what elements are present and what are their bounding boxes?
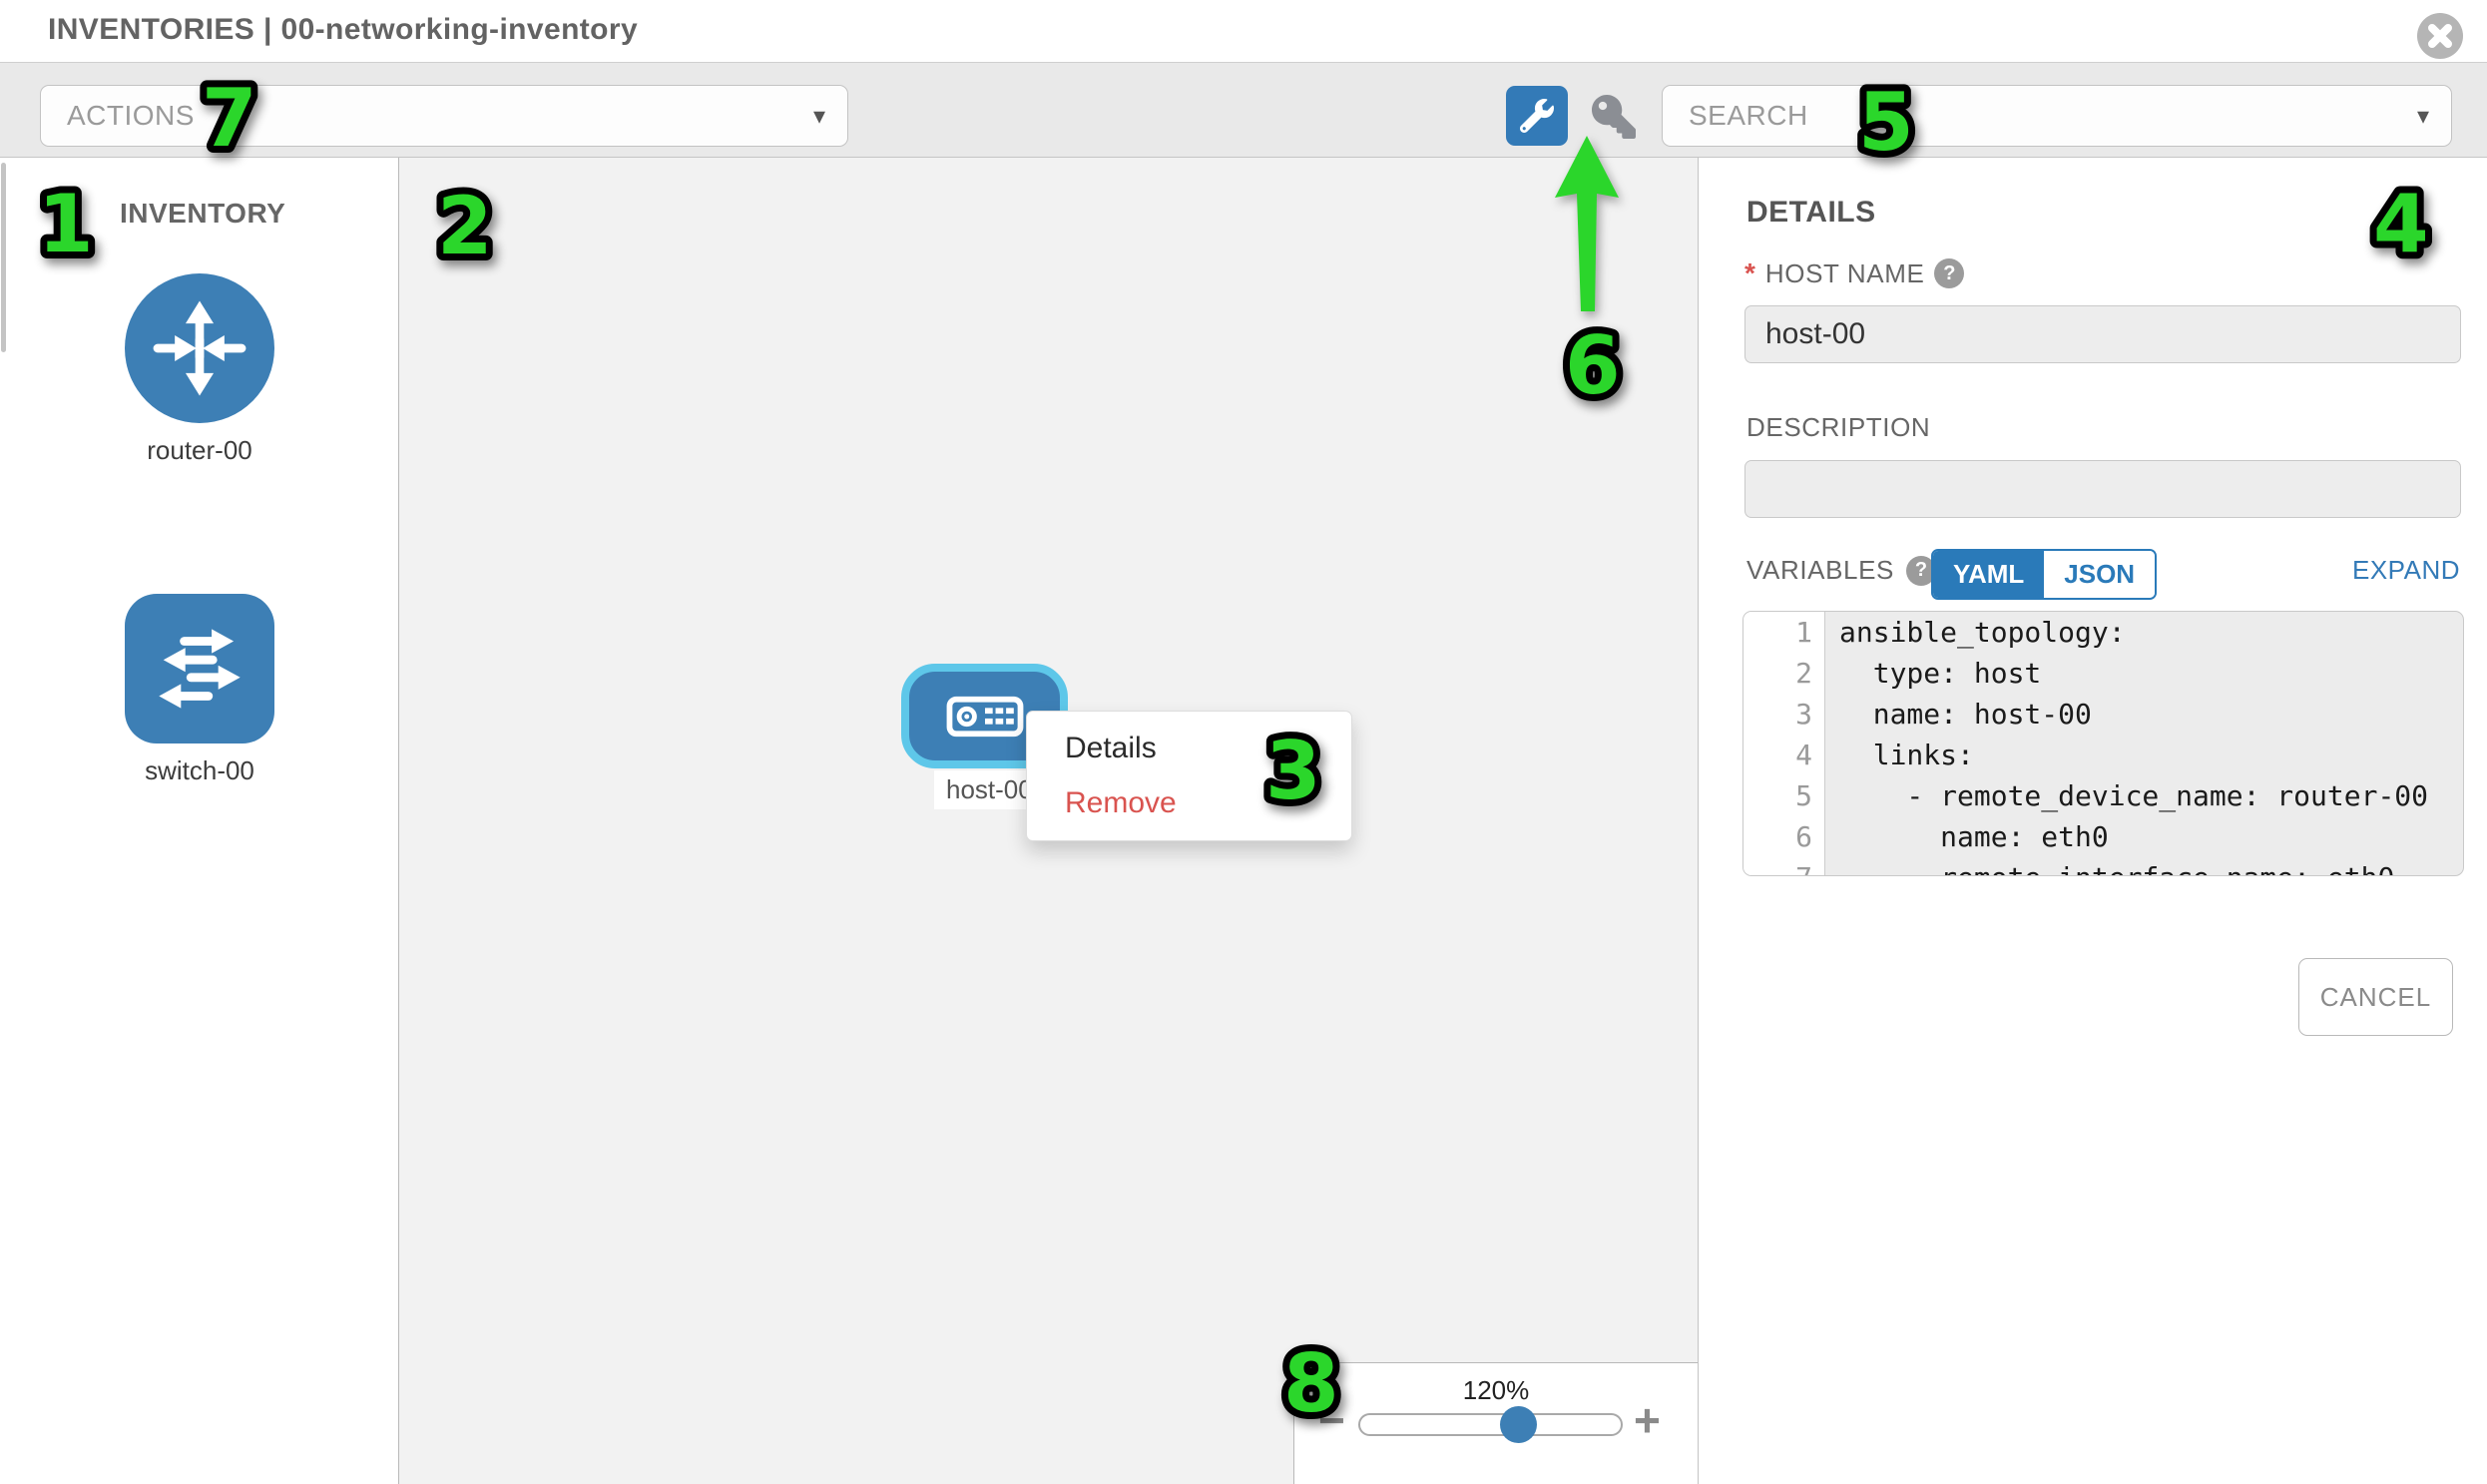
page-title: INVENTORIES | 00-networking-inventory bbox=[48, 13, 639, 46]
description-label-row: DESCRIPTION bbox=[1746, 412, 1930, 443]
chevron-down-icon: ▾ bbox=[812, 102, 825, 130]
actions-dropdown-label: ACTIONS bbox=[67, 100, 195, 131]
expand-link[interactable]: EXPAND bbox=[2352, 555, 2460, 585]
help-icon[interactable]: ? bbox=[1934, 258, 1965, 288]
editor-line: 3 name: host-00 bbox=[1743, 694, 2463, 735]
search-dropdown[interactable]: SEARCH ▾ bbox=[1662, 85, 2452, 147]
palette-item-label: switch-00 bbox=[145, 755, 254, 785]
description-label: DESCRIPTION bbox=[1746, 412, 1931, 442]
key-toggle-button[interactable] bbox=[1589, 92, 1639, 142]
topology-canvas[interactable]: host-00 Details Remove 120% − + bbox=[399, 158, 1698, 1484]
line-code: ansible_topology: bbox=[1839, 616, 2126, 649]
switch-arrows-icon bbox=[159, 629, 241, 709]
close-x-glyph bbox=[2428, 24, 2452, 48]
host-name-label-row: * HOST NAME ? bbox=[1744, 257, 1965, 289]
router-arrows-icon bbox=[153, 300, 247, 396]
required-asterisk: * bbox=[1744, 257, 1755, 288]
editor-line: 2 type: host bbox=[1743, 653, 2463, 694]
variables-label-row: VARIABLES ? bbox=[1746, 555, 1936, 586]
line-code: links: bbox=[1839, 739, 1974, 771]
actions-dropdown[interactable]: ACTIONS ▾ bbox=[40, 85, 848, 147]
zoom-slider-track[interactable] bbox=[1358, 1413, 1623, 1436]
help-icon[interactable]: ? bbox=[1905, 555, 1936, 586]
host-name-input[interactable] bbox=[1744, 305, 2461, 363]
zoom-slider-thumb[interactable] bbox=[1500, 1406, 1537, 1443]
palette-item-switch[interactable]: switch-00 bbox=[125, 594, 274, 786]
header: INVENTORIES | 00-networking-inventory bbox=[0, 0, 2487, 62]
context-menu-details[interactable]: Details bbox=[1065, 732, 1157, 765]
details-panel: DETAILS * HOST NAME ? DESCRIPTION VARIAB… bbox=[1698, 158, 2487, 1484]
close-icon[interactable] bbox=[2417, 13, 2463, 59]
line-number: 1 bbox=[1743, 612, 1825, 653]
zoom-control-panel: 120% − + bbox=[1293, 1362, 1698, 1484]
toolbar: ACTIONS ▾ SEARCH ▾ bbox=[0, 62, 2487, 158]
router-icon bbox=[125, 273, 274, 423]
key-icon bbox=[1592, 95, 1636, 139]
host-server-icon bbox=[946, 696, 1023, 737]
context-menu-remove[interactable]: Remove bbox=[1065, 785, 1177, 819]
palette-item-label: router-00 bbox=[147, 435, 252, 465]
zoom-out-button[interactable]: − bbox=[1318, 1394, 1345, 1446]
editor-line: 7 remote_interface_name: eth0 bbox=[1743, 857, 2463, 875]
editor-line: 6 name: eth0 bbox=[1743, 816, 2463, 857]
variables-editor[interactable]: 1 ansible_topology: 2 type: host 3 name:… bbox=[1742, 611, 2464, 876]
zoom-level-value: 120% bbox=[1462, 1375, 1530, 1405]
variables-label: VARIABLES bbox=[1746, 555, 1894, 585]
line-number: 6 bbox=[1743, 816, 1825, 857]
editor-line: 4 links: bbox=[1743, 735, 2463, 775]
wrench-icon bbox=[1520, 99, 1554, 133]
inventory-sidebar: INVENTORY router-00 bbox=[0, 158, 399, 1484]
line-code: name: eth0 bbox=[1839, 820, 2109, 853]
yaml-toggle-button[interactable]: YAML bbox=[1933, 551, 2045, 598]
editor-line: 1 ansible_topology: bbox=[1743, 612, 2463, 653]
inventory-heading: INVENTORY bbox=[120, 198, 286, 229]
description-input[interactable] bbox=[1744, 460, 2461, 518]
details-heading: DETAILS bbox=[1746, 196, 1876, 229]
line-number: 7 bbox=[1743, 857, 1825, 875]
host-name-label: HOST NAME bbox=[1764, 257, 1925, 288]
line-code: name: host-00 bbox=[1839, 698, 2092, 731]
line-number: 4 bbox=[1743, 735, 1825, 775]
cancel-button[interactable]: CANCEL bbox=[2298, 958, 2453, 1036]
line-number: 5 bbox=[1743, 775, 1825, 816]
line-number: 2 bbox=[1743, 653, 1825, 694]
switch-icon bbox=[125, 594, 274, 743]
sidebar-scrollbar[interactable] bbox=[1, 163, 6, 352]
chevron-down-icon: ▾ bbox=[2416, 102, 2429, 130]
search-dropdown-label: SEARCH bbox=[1689, 100, 1808, 131]
editor-line: 5 - remote_device_name: router-00 bbox=[1743, 775, 2463, 816]
palette-item-router[interactable]: router-00 bbox=[125, 273, 274, 466]
toolbar-tools-button[interactable] bbox=[1506, 86, 1568, 146]
json-toggle-button[interactable]: JSON bbox=[2044, 551, 2156, 598]
line-number: 3 bbox=[1743, 694, 1825, 735]
line-code: remote_interface_name: eth0 bbox=[1825, 857, 2394, 875]
format-toggle: YAML JSON bbox=[1931, 549, 2158, 600]
line-code: type: host bbox=[1839, 657, 2042, 690]
line-code: - remote_device_name: router-00 bbox=[1839, 779, 2429, 812]
zoom-in-button[interactable]: + bbox=[1634, 1394, 1661, 1446]
node-context-menu: Details Remove bbox=[1026, 711, 1352, 841]
